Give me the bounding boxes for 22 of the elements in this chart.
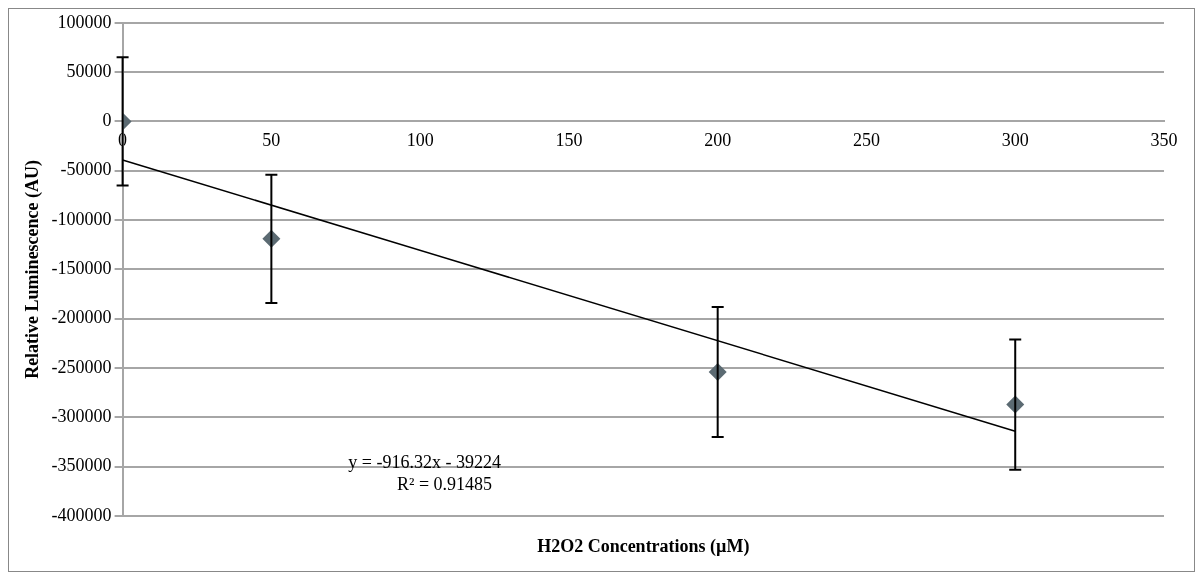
y-tick-label: -350000 (51, 455, 112, 476)
y-tick-label: -100000 (51, 208, 112, 229)
y-tick-label: 100000 (57, 11, 112, 32)
annotation: R² = 0.91485 (397, 474, 493, 494)
y-tick-label: 50000 (66, 60, 112, 81)
y-tick-label: -250000 (51, 356, 112, 377)
x-tick-label: 350 (1150, 129, 1178, 150)
annotation: y = -916.32x - 39224 (348, 452, 501, 472)
y-axis-title: Relative Luminescence (AU) (22, 159, 44, 379)
x-tick-label: 200 (704, 129, 732, 150)
x-tick-label: 100 (406, 129, 434, 150)
y-tick-label: -300000 (51, 406, 112, 427)
x-tick-label: 300 (1001, 129, 1029, 150)
x-tick-label: 250 (852, 129, 880, 150)
y-tick-label: -50000 (60, 159, 112, 180)
y-tick-label: 0 (102, 110, 112, 131)
x-tick-label: 150 (555, 129, 583, 150)
y-tick-label: -400000 (51, 504, 112, 525)
y-tick-label: -150000 (51, 258, 112, 279)
y-tick-label: -200000 (51, 307, 112, 328)
x-axis-title: H2O2 Concentrations (µM) (537, 536, 750, 557)
x-tick-label: 50 (262, 129, 281, 150)
